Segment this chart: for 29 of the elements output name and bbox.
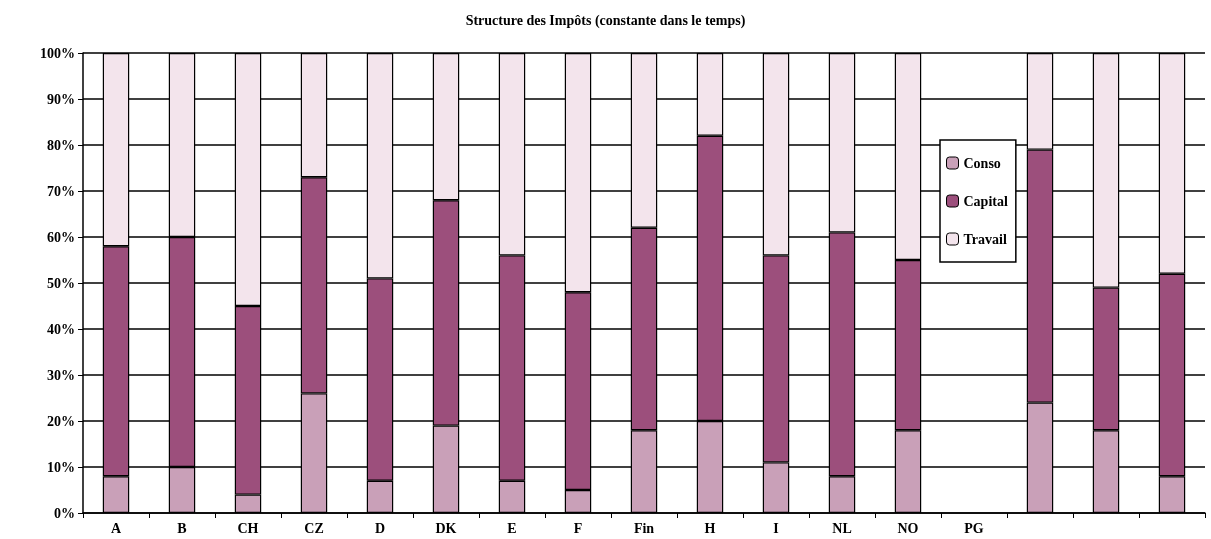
x-tick-label: A: [110, 520, 122, 536]
x-tick-label: I: [773, 520, 779, 536]
y-tick-label: 80%: [47, 137, 75, 153]
x-tick-label: F: [573, 520, 583, 536]
x-tick-label: NL: [832, 520, 852, 536]
y-tick-label: 20%: [47, 413, 75, 429]
x-tick-label: Fin: [633, 520, 655, 536]
y-tick-label: 0%: [54, 505, 75, 521]
y-tick-label: 10%: [47, 459, 75, 475]
x-tick-label: NO: [897, 520, 919, 536]
legend-label: Capital: [963, 193, 1008, 209]
x-tick-label: CH: [237, 520, 259, 536]
legend-label: Conso: [963, 155, 1001, 171]
y-tick-label: 70%: [47, 183, 75, 199]
legend-label: Travail: [963, 231, 1007, 247]
y-tick-label: 90%: [47, 91, 75, 107]
y-tick-label: 100%: [40, 45, 75, 61]
x-tick-label: CZ: [304, 520, 324, 536]
x-tick-label: PG: [964, 520, 984, 536]
x-tick-label: D: [374, 520, 386, 536]
x-tick-label: E: [507, 520, 517, 536]
y-tick-label: 30%: [47, 367, 75, 383]
x-tick-label: B: [177, 520, 187, 536]
y-tick-label: 50%: [47, 275, 75, 291]
x-tick-label: DK: [435, 520, 457, 536]
y-tick-label: 60%: [47, 229, 75, 245]
chart-title: Structure des Impôts (constante dans le temps): [465, 12, 746, 29]
x-tick-label: H: [704, 520, 716, 536]
y-tick-label: 40%: [47, 321, 75, 337]
